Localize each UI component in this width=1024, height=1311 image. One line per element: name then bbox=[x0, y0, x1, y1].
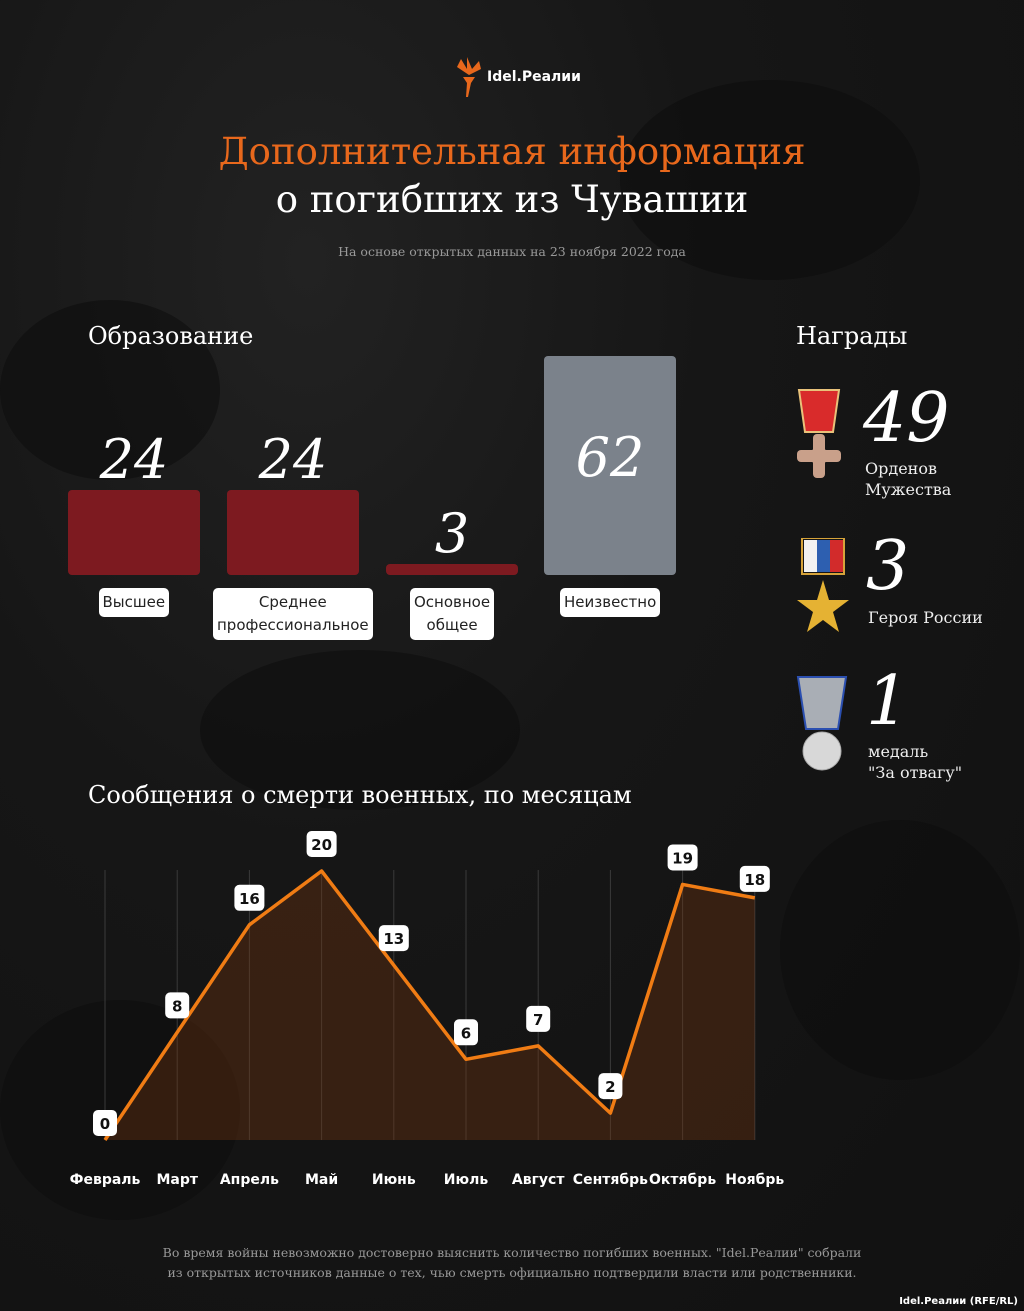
data-label-box bbox=[526, 1005, 551, 1032]
education-category-label: Среднее профессиональное bbox=[213, 588, 373, 640]
data-label: 18 bbox=[744, 871, 765, 889]
month-label: Июль bbox=[444, 1172, 489, 1188]
label-line: общее bbox=[426, 616, 478, 634]
subtitle: На основе открытых данных на 23 ноября 2… bbox=[338, 244, 686, 259]
month-label: Март bbox=[156, 1172, 198, 1188]
data-label-box bbox=[667, 844, 698, 871]
title-line-1: Дополнительная информация bbox=[218, 130, 806, 173]
month-label: Ноябрь bbox=[725, 1172, 784, 1188]
label-line: Неизвестно bbox=[564, 593, 657, 611]
footer-note: Во время войны невозможно достоверно выя… bbox=[0, 1243, 1024, 1283]
title-line-2: о погибших из Чувашии bbox=[275, 178, 749, 221]
brand-logo: Idel.Реалии bbox=[455, 55, 581, 99]
data-label-box bbox=[93, 1110, 117, 1136]
data-label-box bbox=[739, 865, 770, 892]
month-label: Февраль bbox=[70, 1172, 141, 1188]
education-bar bbox=[544, 356, 676, 575]
education-category-label: Неизвестно bbox=[560, 588, 661, 617]
month-label: Октябрь bbox=[649, 1172, 716, 1188]
education-bar bbox=[227, 490, 359, 575]
month-label: Сентябрь bbox=[573, 1172, 648, 1188]
label-line: Высшее bbox=[102, 593, 166, 611]
data-label: 20 bbox=[311, 836, 332, 854]
data-label-box bbox=[454, 1019, 478, 1046]
logo-text: Idel.Реалии bbox=[487, 69, 581, 85]
camo-pattern bbox=[620, 80, 920, 280]
footer-line-2: из открытых источников данные о тех, чью… bbox=[167, 1265, 857, 1280]
data-label-box bbox=[165, 992, 190, 1019]
camo-pattern bbox=[0, 300, 220, 480]
award-label-line: Орденов bbox=[865, 459, 937, 478]
awards-title: Награды bbox=[796, 322, 908, 350]
education-bar bbox=[386, 564, 518, 575]
camo-pattern bbox=[780, 820, 1020, 1080]
medal-for-courage-icon bbox=[796, 676, 848, 771]
data-label: 16 bbox=[239, 890, 260, 908]
month-label: Август bbox=[512, 1172, 565, 1188]
footer-line-1: Во время войны невозможно достоверно выя… bbox=[162, 1245, 862, 1260]
torch-icon bbox=[457, 57, 481, 97]
award-label-line: "За отвагу" bbox=[868, 763, 963, 782]
award-label: Героя России bbox=[868, 607, 983, 628]
education-category-label: Основное общее bbox=[410, 588, 495, 640]
award-count: 49 bbox=[863, 379, 950, 458]
camo-pattern bbox=[0, 1000, 240, 1220]
award-label-line: Мужества bbox=[865, 480, 952, 499]
award-label: Орденов Мужества bbox=[865, 458, 951, 500]
data-label: 6 bbox=[461, 1024, 471, 1042]
label-line: Основное bbox=[414, 593, 491, 611]
month-label: Июнь bbox=[372, 1172, 416, 1188]
data-label-box bbox=[378, 925, 409, 952]
education-bar bbox=[68, 490, 200, 575]
education-category-label: Высшее bbox=[98, 588, 170, 617]
data-label: 0 bbox=[100, 1115, 110, 1133]
hero-of-russia-star-icon bbox=[797, 538, 849, 632]
data-label-box bbox=[306, 831, 337, 857]
education-bar-value: 3 bbox=[434, 502, 470, 566]
series-line bbox=[103, 869, 756, 1141]
data-label: 7 bbox=[533, 1011, 543, 1029]
education-bar-value: 24 bbox=[99, 428, 169, 492]
month-label: Апрель bbox=[220, 1172, 279, 1188]
credit: Idel.Реалии (RFE/RL) bbox=[899, 1296, 1018, 1307]
award-count: 1 bbox=[866, 662, 910, 741]
data-label: 8 bbox=[172, 997, 182, 1015]
line-chart-title: Сообщения о смерти военных, по месяцам bbox=[88, 781, 632, 809]
label-line: профессиональное bbox=[217, 616, 369, 634]
education-title: Образование bbox=[88, 322, 254, 350]
deaths-by-month-chart: Сообщения о смерти военных, по месяцам Ф… bbox=[70, 781, 785, 1188]
month-label: Май bbox=[305, 1172, 338, 1188]
data-label-box bbox=[234, 884, 265, 911]
camo-pattern bbox=[200, 650, 520, 810]
data-label-box bbox=[598, 1073, 623, 1100]
award-label: медаль "За отвагу" bbox=[868, 741, 962, 783]
label-line: Среднее bbox=[258, 593, 327, 611]
order-of-courage-icon bbox=[797, 389, 841, 478]
data-label: 2 bbox=[605, 1078, 615, 1096]
area-fill bbox=[105, 871, 755, 1140]
data-label: 13 bbox=[383, 930, 404, 948]
award-label-line: Героя России bbox=[868, 608, 983, 627]
education-bar-value: 62 bbox=[575, 426, 645, 490]
data-label: 19 bbox=[672, 849, 693, 867]
award-count: 3 bbox=[866, 527, 910, 606]
award-label-line: медаль bbox=[868, 742, 929, 761]
education-bar-value: 24 bbox=[258, 428, 328, 492]
